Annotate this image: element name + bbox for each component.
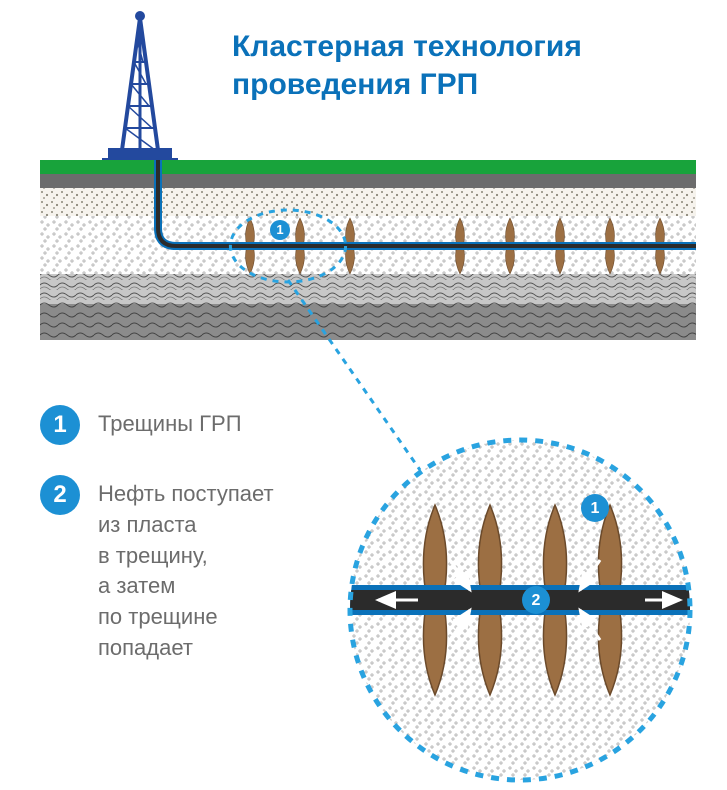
legend-badge-2: 2 — [40, 475, 80, 515]
detail-view: 12 — [340, 430, 700, 790]
svg-text:1: 1 — [591, 500, 600, 517]
legend-badge-1: 1 — [40, 405, 80, 445]
legend-text-1: Трещины ГРП — [98, 405, 242, 440]
svg-text:2: 2 — [532, 592, 541, 609]
legend-item-1: 1 Трещины ГРП — [40, 405, 340, 445]
legend: 1 Трещины ГРП 2 Нефть поступаетиз пласта… — [40, 405, 340, 694]
legend-item-2: 2 Нефть поступаетиз пластав трещину,а за… — [40, 475, 340, 664]
legend-text-2: Нефть поступаетиз пластав трещину,а зате… — [98, 475, 274, 664]
